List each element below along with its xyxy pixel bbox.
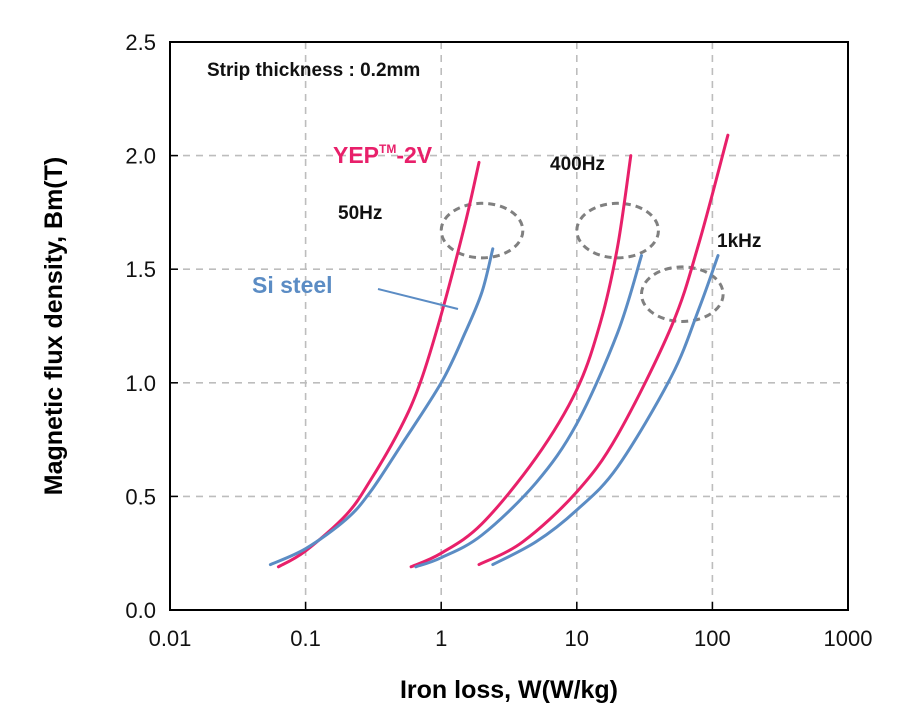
x-tick-label: 100 xyxy=(694,626,731,651)
yep-2v-brand: YEP xyxy=(333,142,379,168)
yep-2v-suffix: -2V xyxy=(396,142,432,168)
x-tick-label: 10 xyxy=(565,626,589,651)
x-tick-labels: 0.01 0.1 1 10 100 1000 xyxy=(149,626,873,651)
series-line-yep-2v-400hz xyxy=(409,154,633,569)
freq-label-1khz: 1kHz xyxy=(717,231,761,252)
y-axis-title: Magnetic flux density, Bm(T) xyxy=(40,157,68,495)
y-tick-label: 2.5 xyxy=(125,30,156,55)
strip-thickness-annotation: Strip thickness : 0.2mm xyxy=(207,60,420,81)
frequency-group-ellipses xyxy=(439,201,725,323)
freq-label-400hz: 400Hz xyxy=(550,154,605,175)
y-tick-label: 0.5 xyxy=(125,484,156,509)
x-tick-label: 1000 xyxy=(824,626,873,651)
x-tick-label: 1 xyxy=(435,626,447,651)
group-ellipse-50hz xyxy=(439,201,525,260)
axis-ticks xyxy=(169,41,849,611)
series-line-si-steel-50hz xyxy=(268,247,495,567)
grid-lines xyxy=(170,42,848,610)
freq-label-50hz: 50Hz xyxy=(338,203,382,224)
yep-2v-trademark: TM xyxy=(379,142,396,156)
y-tick-labels: 0.0 0.5 1.0 1.5 2.0 2.5 xyxy=(125,30,156,623)
y-tick-label: 1.5 xyxy=(125,257,156,282)
x-axis-title: Iron loss, W(W/kg) xyxy=(400,676,618,704)
y-tick-label: 1.0 xyxy=(125,371,156,396)
group-ellipse-400hz xyxy=(575,201,660,260)
series-line-yep-2v-1khz xyxy=(477,133,730,567)
x-tick-label: 0.1 xyxy=(290,626,321,651)
y-tick-label: 0.0 xyxy=(125,598,156,623)
series-line-si-steel-1khz xyxy=(491,254,720,567)
yep-2v-label: YEPTM-2V xyxy=(333,142,433,168)
y-tick-label: 2.0 xyxy=(125,144,156,169)
si-steel-label: Si steel xyxy=(252,272,333,298)
si-steel-pointer-line xyxy=(377,288,459,310)
x-tick-label: 0.01 xyxy=(149,626,192,651)
series-lines xyxy=(268,133,730,569)
group-ellipse-1khz xyxy=(639,265,725,323)
plot-frame xyxy=(169,41,849,611)
series-line-si-steel-400hz xyxy=(414,254,643,569)
